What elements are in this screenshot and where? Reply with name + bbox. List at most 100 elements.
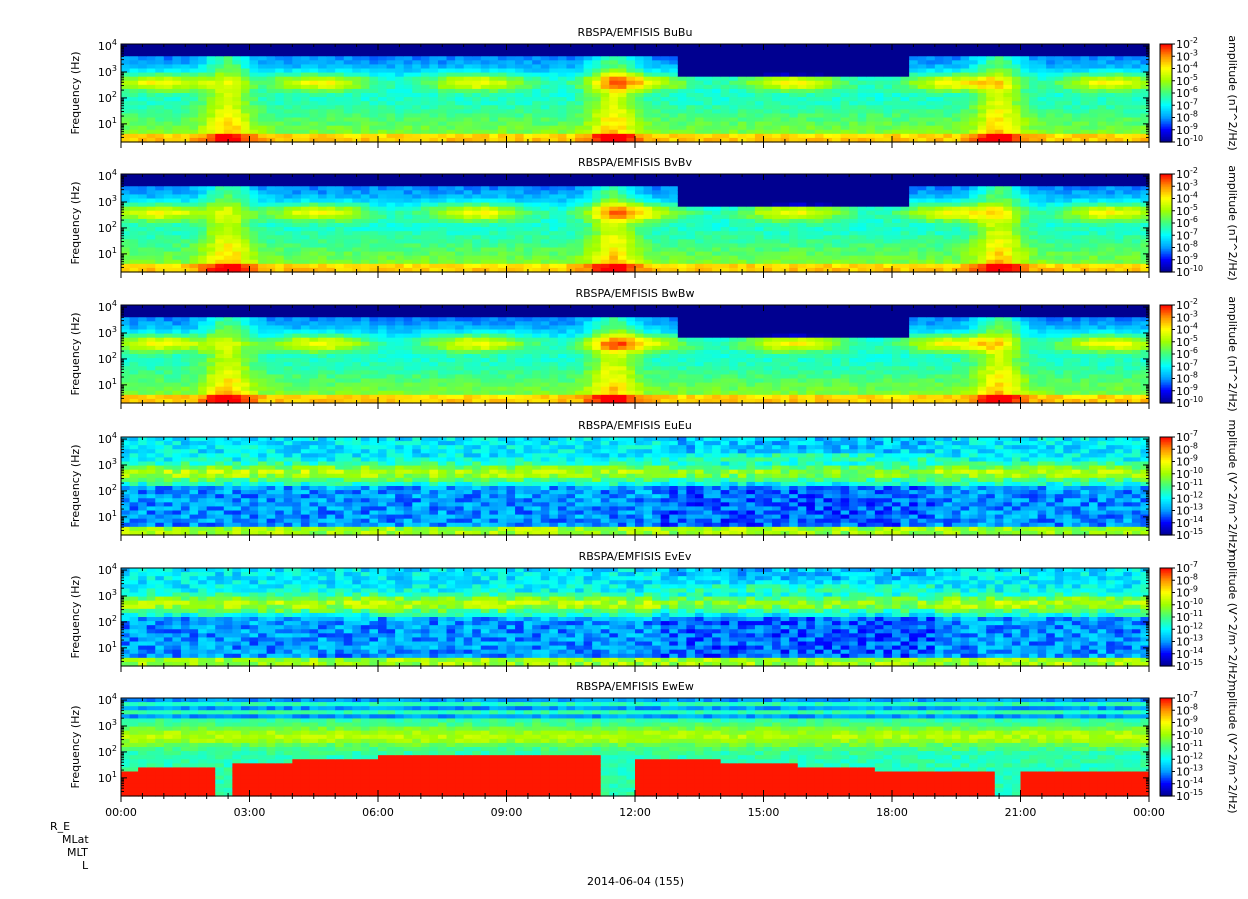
colorbar-tick-label: 10-10 [1176,466,1203,481]
y-tick-label: 104 [98,38,117,53]
ephemeris-re-label: R_E [50,820,71,833]
colorbar-tick-label: 10-8 [1176,702,1198,717]
colorbar-tick-label: 10-8 [1176,572,1198,587]
colorbar-tick-label: 10-15 [1176,788,1203,803]
y-tick-label: 103 [98,588,117,603]
colorbar-tick-label: 10-13 [1176,634,1203,649]
y-tick-label: 104 [98,692,117,707]
colorbar-tick-label: 10-9 [1176,122,1198,137]
colorbar-tick-label: 10-7 [1176,358,1198,373]
panel-title: RBSPA/EMFISIS EwEw [576,680,694,693]
y-axis-label: Frequency (Hz) [69,182,82,265]
colorbar-tick-label: 10-11 [1176,609,1203,624]
colorbar-tick-label: 10-6 [1176,215,1198,230]
y-axis-label: Frequency (Hz) [69,313,82,396]
y-tick-label: 102 [98,744,117,759]
date-label: 2014-06-04 (155) [587,875,685,888]
colorbar-tick-label: 10-4 [1176,191,1198,206]
colorbar: 10-1510-1410-1310-1210-1110-1010-910-810… [1159,550,1239,684]
panel-3: RBSPA/EMFISIS BwBw Frequency (Hz) 101 102 10… [69,287,1239,412]
colorbar-tick-label: 10-15 [1176,658,1203,673]
colorbar-tick-label: 10-2 [1176,166,1198,181]
colorbar-tick-label: 10-10 [1176,264,1203,279]
colorbar-tick-label: 10-12 [1176,751,1203,766]
y-tick-label: 103 [98,194,117,209]
y-tick-label: 103 [98,64,117,79]
panel-title: RBSPA/EMFISIS BuBu [578,26,693,39]
colorbar-tick-label: 10-9 [1176,585,1198,600]
colorbar-tick-label: 10-12 [1176,490,1203,505]
colorbar-tick-label: 10-7 [1176,97,1198,112]
colorbar-tick-label: 10-10 [1176,727,1203,742]
panel-1: RBSPA/EMFISIS BuBu Frequency (Hz) 101 102 10… [69,26,1239,151]
colorbar-tick-label: 10-9 [1176,715,1198,730]
colorbar-tick-label: 10-10 [1176,597,1203,612]
colorbar: 10-1510-1410-1310-1210-1110-1010-910-810… [1159,419,1239,553]
colorbar-tick-label: 10-5 [1176,334,1198,349]
panel-4: RBSPA/EMFISIS EuEu Frequency (Hz) 101 102 10… [69,419,1239,553]
y-tick-label: 101 [98,377,117,392]
colorbar-label: mplitude (V^2/m^2/Hz) [1226,419,1239,552]
x-tick-label: 09:00 [491,806,523,819]
colorbar-tick-label: 10-3 [1176,309,1198,324]
colorbar-tick-label: 10-7 [1176,429,1198,444]
spectrogram-image [121,174,1150,273]
y-tick-label: 102 [98,351,117,366]
colorbar-tick-label: 10-2 [1176,297,1198,312]
colorbar-tick-label: 10-10 [1176,395,1203,410]
colorbar-tick-label: 10-2 [1176,36,1198,51]
y-tick-label: 101 [98,640,117,655]
colorbar-tick-label: 10-7 [1176,690,1198,705]
x-tick-label: 18:00 [876,806,908,819]
panel-title: RBSPA/EMFISIS EvEv [579,550,692,563]
colorbar-label: amplitude (nT^2/Hz) [1226,35,1239,150]
ephemeris-mlat-label: MLat [62,833,89,846]
colorbar-tick-label: 10-8 [1176,371,1198,386]
spectrogram-image [121,698,1150,797]
colorbar-tick-label: 10-14 [1176,776,1203,791]
y-tick-label: 103 [98,457,117,472]
x-tick-label: 00:00 [105,806,137,819]
colorbar-tick-label: 10-3 [1176,48,1198,63]
colorbar-tick-label: 10-8 [1176,441,1198,456]
y-tick-label: 101 [98,116,117,131]
y-tick-label: 102 [98,483,117,498]
y-tick-label: 104 [98,431,117,446]
colorbar-tick-label: 10-11 [1176,739,1203,754]
colorbar-tick-label: 10-11 [1176,478,1203,493]
colorbar-tick-label: 10-14 [1176,646,1203,661]
x-tick-label: 06:00 [362,806,394,819]
panel-title: RBSPA/EMFISIS BwBw [576,287,695,300]
x-tick-label: 21:00 [1005,806,1037,819]
y-axis-label: Frequency (Hz) [69,445,82,528]
spectrogram-image [121,305,1150,404]
colorbar-tick-label: 10-10 [1176,134,1203,149]
x-tick-label: 03:00 [234,806,266,819]
panel-5: RBSPA/EMFISIS EvEv Frequency (Hz) 101 102 10… [69,550,1239,684]
colorbar: 10-1510-1410-1310-1210-1110-1010-910-810… [1159,680,1239,814]
colorbar-tick-label: 10-8 [1176,240,1198,255]
panel-title: RBSPA/EMFISIS BvBv [578,156,692,169]
y-axis-label: Frequency (Hz) [69,52,82,135]
colorbar-tick-label: 10-4 [1176,61,1198,76]
colorbar-tick-label: 10-6 [1176,85,1198,100]
colorbar-tick-label: 10-9 [1176,454,1198,469]
colorbar-tick-label: 10-14 [1176,515,1203,530]
y-tick-label: 102 [98,90,117,105]
y-tick-label: 104 [98,299,117,314]
colorbar-tick-label: 10-5 [1176,203,1198,218]
y-tick-label: 101 [98,770,117,785]
colorbar-tick-label: 10-5 [1176,73,1198,88]
colorbar-tick-label: 10-7 [1176,227,1198,242]
y-tick-label: 104 [98,168,117,183]
spectrogram-image [121,568,1150,667]
ephemeris-mlt-label: MLT [67,846,88,859]
y-tick-label: 102 [98,614,117,629]
y-tick-label: 103 [98,325,117,340]
spectrogram-image [121,437,1150,536]
x-tick-label: 15:00 [748,806,780,819]
colorbar-tick-label: 10-13 [1176,764,1203,779]
colorbar-label: amplitude (nT^2/Hz) [1226,165,1239,280]
